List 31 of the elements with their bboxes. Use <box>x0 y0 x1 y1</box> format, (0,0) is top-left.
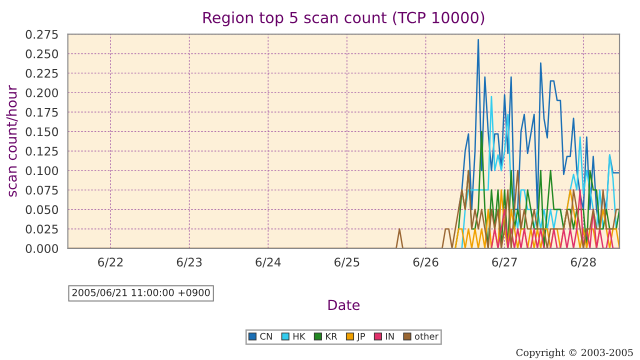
x-tick-label: 6/23 <box>176 258 202 268</box>
x-tick-label: 6/25 <box>334 258 360 268</box>
y-tick-label: 0.225 <box>26 68 58 78</box>
x-tick-label: 6/28 <box>570 258 596 268</box>
legend-label: JP <box>356 333 366 342</box>
y-axis-title: scan count/hour <box>6 85 18 197</box>
x-tick-label: 6/27 <box>492 258 517 268</box>
text: 2005/06/21 11:00:00 +0900 <box>72 288 210 297</box>
y-tick-label: 0.100 <box>26 166 58 176</box>
y-tick-label: 0.025 <box>26 224 58 234</box>
y-tick-label: 0.250 <box>26 49 58 58</box>
y-tick-label: 0.150 <box>26 127 58 136</box>
x-tick-label: 6/22 <box>98 258 123 268</box>
y-tick-label: 0.050 <box>26 205 58 214</box>
x-tick-label: 6/26 <box>413 258 438 268</box>
y-tick-label: 0.200 <box>26 88 58 98</box>
x-axis-title: Date <box>328 300 360 310</box>
y-tick-label: 0.125 <box>26 146 58 156</box>
y-tick-label: 0.175 <box>26 108 58 117</box>
y-tick-label: 0.075 <box>26 186 58 195</box>
x-tick-label: 6/24 <box>256 258 281 268</box>
chart-title: Region top 5 scan count (TCP 10000) <box>203 11 484 26</box>
legend-label: KR <box>326 333 338 340</box>
legend-label: other <box>414 332 439 340</box>
legend-label: IN <box>386 333 394 340</box>
y-tick-label: 0.000 <box>26 244 58 254</box>
y-tick-label: 0.275 <box>26 30 58 39</box>
legend-label: CN <box>260 332 272 340</box>
line-series <box>490 189 620 248</box>
text: Copyright © 2003-2005 <box>516 348 633 358</box>
legend-label: HK <box>293 333 306 340</box>
